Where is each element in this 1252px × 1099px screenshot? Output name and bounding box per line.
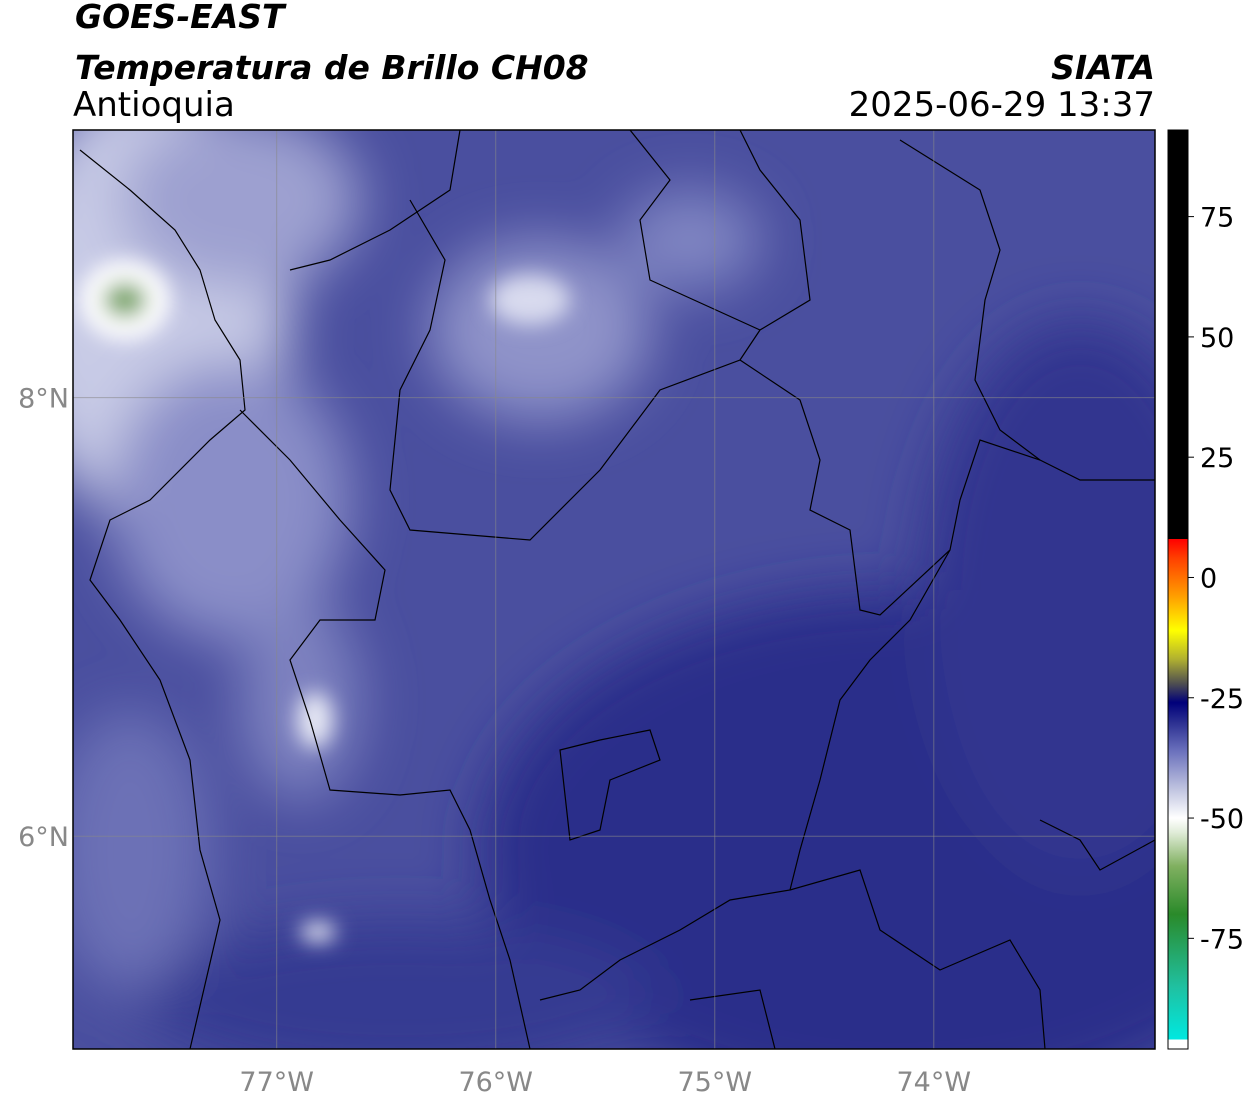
- colorbar: [1167, 129, 1189, 1050]
- x-tick-label: 77°W: [239, 1067, 314, 1098]
- map-frame: [72, 129, 1156, 1050]
- colorbar-tick-label: 75: [1200, 203, 1234, 234]
- grid: [73, 130, 1155, 1049]
- subtitle: Temperatura de Brillo CH08: [75, 48, 589, 87]
- x-tick-label: 76°W: [458, 1067, 533, 1098]
- colorbar-tick-label: -75: [1200, 924, 1244, 955]
- y-tick-label: 8°N: [18, 384, 69, 415]
- colorbar-tick-label: -50: [1200, 804, 1244, 835]
- x-tick-label: 74°W: [897, 1067, 972, 1098]
- colorbar-tick-label: 25: [1200, 443, 1234, 474]
- y-tick-label: 6°N: [18, 822, 69, 853]
- colorbar-tick-label: 0: [1200, 563, 1217, 594]
- datetime: 2025-06-29 13:37: [849, 85, 1155, 125]
- region: Antioquia: [73, 85, 235, 125]
- x-tick-label: 75°W: [677, 1067, 752, 1098]
- source: SIATA: [1051, 48, 1155, 87]
- map-image: [73, 130, 1155, 1049]
- colorbar-tick-label: 50: [1200, 323, 1234, 354]
- title: GOES-EAST: [75, 0, 287, 36]
- colorbar-tick-label: -25: [1200, 684, 1244, 715]
